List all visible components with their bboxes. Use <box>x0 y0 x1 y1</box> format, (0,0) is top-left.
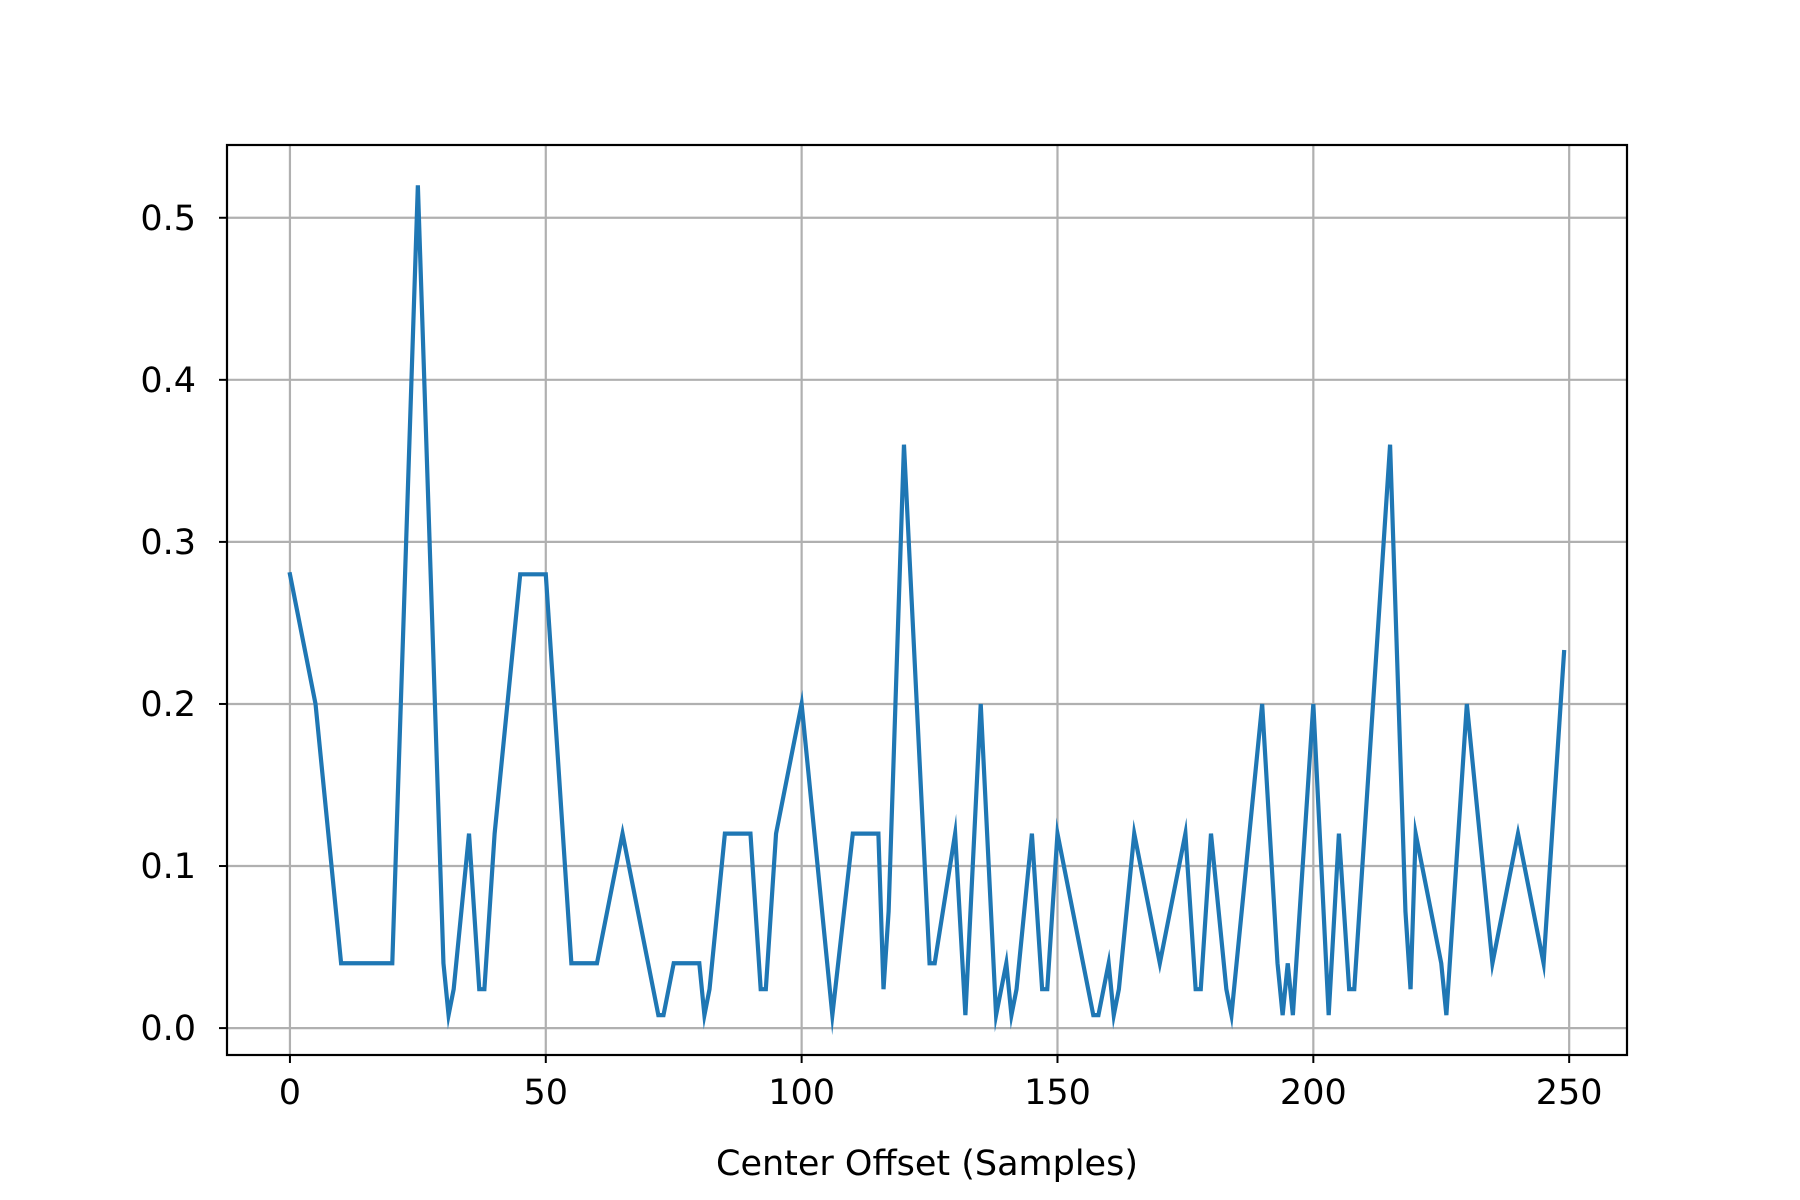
x-tick-label: 50 <box>524 1073 569 1113</box>
x-tick-label: 200 <box>1280 1073 1347 1113</box>
y-tick-label: 0.1 <box>140 847 196 887</box>
y-axis-ticks: 0.0 0.1 0.2 0.3 0.4 0.5 <box>140 199 227 1049</box>
series-line <box>287 185 1567 1036</box>
y-tick-label: 0.3 <box>140 523 196 563</box>
series-layer <box>287 185 1567 1036</box>
x-tick-label: 250 <box>1536 1073 1603 1113</box>
y-tick-label: 0.0 <box>140 1009 196 1049</box>
x-tick-label: 100 <box>768 1073 835 1113</box>
x-axis-ticks: 0 50 100 150 200 250 <box>279 1055 1603 1113</box>
x-tick-label: 150 <box>1024 1073 1091 1113</box>
plot-frame <box>225 143 1629 1057</box>
y-tick-label: 0.4 <box>140 361 196 401</box>
y-tick-label: 0.5 <box>140 199 196 239</box>
x-axis-label: Center Offset (Samples) <box>716 1144 1138 1184</box>
y-tick-label: 0.2 <box>140 685 196 725</box>
x-tick-label: 0 <box>279 1073 301 1113</box>
